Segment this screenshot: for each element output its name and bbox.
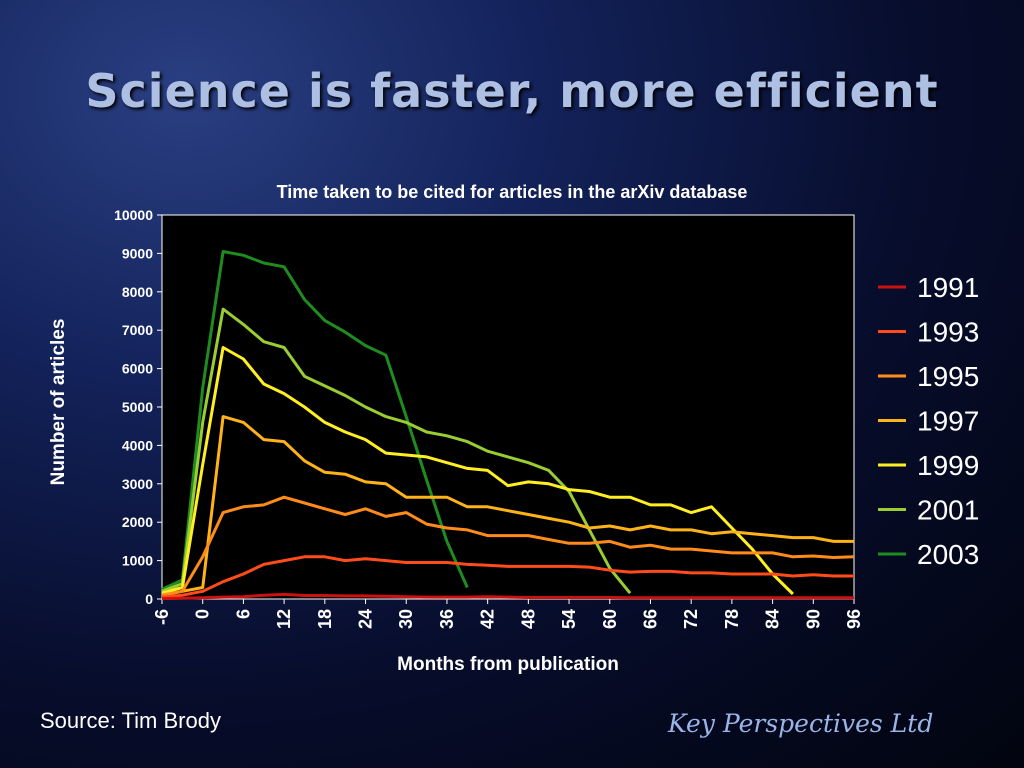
x-tick-label: 18 xyxy=(315,609,335,629)
x-tick-label: 0 xyxy=(193,609,213,619)
x-tick-label: 66 xyxy=(640,609,660,629)
x-tick-label: 36 xyxy=(437,609,457,629)
legend-label-1999: 1999 xyxy=(917,450,979,481)
legend-label-1995: 1995 xyxy=(917,361,979,392)
x-tick-label: 54 xyxy=(559,609,579,629)
x-tick-label: 48 xyxy=(518,609,538,629)
y-tick-label: 0 xyxy=(145,591,153,607)
x-tick-label: 12 xyxy=(274,609,294,629)
legend-label-1997: 1997 xyxy=(917,406,979,437)
series-lines xyxy=(161,250,855,601)
legend-label-1991: 1991 xyxy=(917,272,979,303)
y-axis: 0 1000 2000 3000 4000 5000 6000 7000 8000 9000 100… xyxy=(114,207,162,607)
y-tick-label: 3000 xyxy=(122,476,153,492)
legend-label-1993: 1993 xyxy=(917,317,979,348)
brand-name: Key Perspectives Ltd xyxy=(668,709,934,738)
x-axis: -6 0 6 12 18 24 30 36 42 48 54 60 66 72 78 84 90 96 xyxy=(152,599,864,629)
series-line-2003 xyxy=(161,250,469,591)
series-line-1991 xyxy=(161,592,854,601)
series-line-1997 xyxy=(161,415,854,597)
x-tick-label: 78 xyxy=(722,609,742,629)
legend-label-2003: 2003 xyxy=(917,539,979,570)
x-tick-label: 6 xyxy=(233,609,253,619)
y-tick-label: 5000 xyxy=(122,399,153,415)
x-tick-label: 96 xyxy=(844,609,864,629)
x-tick-label: 60 xyxy=(600,609,620,629)
citation-chart: Time taken to be cited for articles in t… xyxy=(48,182,979,675)
source-note: Source: Tim Brody xyxy=(40,708,221,733)
x-tick-label: 84 xyxy=(763,609,783,629)
x-tick-label: 72 xyxy=(681,609,701,629)
series-line-2001 xyxy=(161,307,632,595)
x-tick-label: 90 xyxy=(803,609,823,629)
y-tick-label: 1000 xyxy=(122,553,153,569)
x-tick-label: -6 xyxy=(152,609,172,625)
legend: 1991 1993 1995 1997 1999 2001 2003 xyxy=(878,272,979,570)
slide-title: Science is faster, more efficient xyxy=(85,64,939,118)
y-tick-label: 10000 xyxy=(114,207,153,223)
x-axis-label: Months from publication xyxy=(397,654,619,675)
series-line-1995 xyxy=(161,495,855,597)
series-line-1993 xyxy=(161,555,854,599)
series-line-1999 xyxy=(161,346,794,596)
plot-area xyxy=(161,214,855,600)
x-tick-label: 30 xyxy=(396,609,416,629)
y-tick-label: 7000 xyxy=(122,322,153,338)
chart-title: Time taken to be cited for articles in t… xyxy=(277,182,748,202)
legend-label-2001: 2001 xyxy=(917,495,979,526)
y-tick-label: 6000 xyxy=(122,361,153,377)
y-axis-label: Number of articles xyxy=(48,319,69,486)
y-tick-label: 9000 xyxy=(122,245,153,261)
y-tick-label: 4000 xyxy=(122,437,153,453)
y-tick-label: 8000 xyxy=(122,284,153,300)
x-tick-label: 24 xyxy=(356,609,376,629)
x-tick-label: 42 xyxy=(478,609,498,629)
y-tick-label: 2000 xyxy=(122,514,153,530)
